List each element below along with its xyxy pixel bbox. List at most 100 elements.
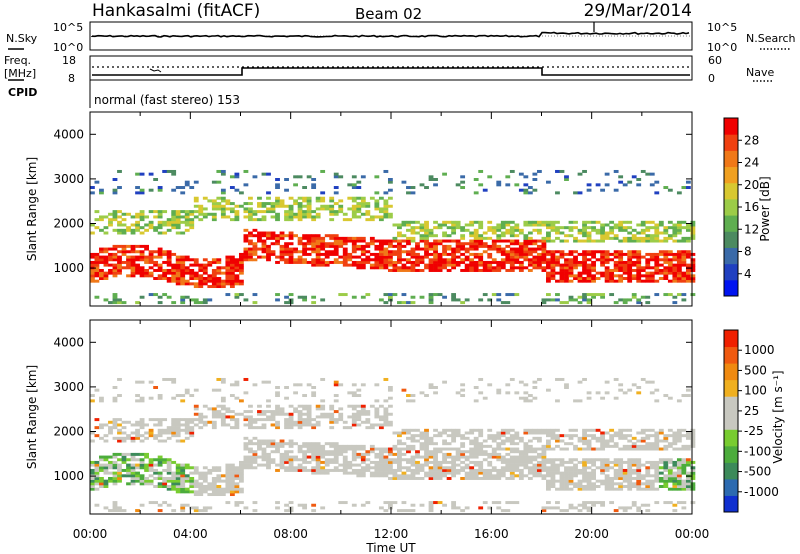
power-cell — [591, 228, 596, 232]
velocity-cell — [175, 490, 181, 494]
power-cell — [442, 252, 447, 256]
velocity-cell — [496, 452, 502, 456]
velocity-cell — [446, 460, 452, 464]
power-cell — [564, 263, 569, 267]
power-cell — [649, 172, 655, 176]
velocity-cell — [238, 460, 244, 464]
velocity-cell — [311, 447, 317, 451]
velocity-cell — [193, 418, 199, 422]
power-cell — [99, 218, 104, 222]
velocity-cell — [419, 466, 425, 470]
velocity-cell — [387, 463, 393, 467]
power-cell — [166, 260, 172, 264]
power-cell — [229, 258, 235, 262]
velocity-cell — [387, 458, 393, 462]
velocity-cell — [248, 442, 253, 446]
velocity-cell — [175, 466, 181, 470]
power-cell — [564, 226, 569, 230]
velocity-cell — [523, 383, 529, 387]
velocity-cell — [419, 503, 425, 507]
power-cell — [609, 228, 615, 232]
power-cell — [500, 226, 506, 230]
velocity-cell — [175, 468, 181, 472]
velocity-cell — [681, 460, 687, 464]
power-cell — [455, 183, 461, 187]
power-cell — [315, 252, 321, 256]
velocity-cell — [130, 479, 136, 483]
power-cell — [144, 228, 149, 232]
power-cell — [690, 263, 696, 267]
velocity-cell — [487, 476, 493, 480]
power-cell — [667, 258, 673, 262]
power-cell — [288, 204, 294, 208]
velocity-cell — [234, 501, 240, 505]
power-cell — [690, 268, 696, 272]
power-cell — [582, 228, 587, 232]
power-cell — [541, 252, 547, 256]
power-cell — [306, 242, 312, 246]
velocity-cell — [577, 439, 583, 443]
velocity-cell — [211, 482, 217, 486]
power-cell — [171, 263, 177, 267]
power-cell — [397, 231, 402, 235]
velocity-cell — [112, 501, 118, 505]
velocity-cell — [523, 396, 529, 400]
velocity-cell — [532, 386, 538, 389]
velocity-cell — [559, 460, 565, 464]
velocity-cell — [645, 479, 651, 483]
velocity-cell — [478, 471, 484, 475]
power-cell — [378, 250, 384, 254]
power-cell — [509, 242, 515, 246]
power-cell — [297, 295, 303, 299]
velocity-cell — [505, 383, 511, 387]
power-cell — [329, 260, 335, 264]
power-cell — [211, 282, 217, 286]
velocity-cell — [437, 474, 443, 478]
power-cell — [284, 301, 289, 305]
power-cell — [207, 274, 213, 278]
power-cell — [252, 175, 258, 179]
velocity-cell — [532, 474, 538, 478]
velocity-cell — [153, 485, 159, 488]
power-cell — [550, 226, 556, 230]
velocity-cell — [473, 474, 479, 478]
velocity-cell — [595, 458, 601, 462]
power-cell — [238, 252, 244, 256]
power-cell — [202, 215, 208, 219]
velocity-cell — [351, 444, 357, 448]
velocity-cell — [130, 468, 136, 472]
power-cell — [451, 260, 457, 264]
power-cell — [478, 234, 484, 238]
power-cell — [117, 255, 122, 259]
velocity-cell — [591, 503, 596, 507]
power-cell — [640, 279, 646, 283]
power-cell — [577, 301, 583, 305]
velocity-cell — [288, 442, 294, 446]
power-cell — [279, 231, 285, 235]
power-cell — [261, 172, 267, 176]
power-cell — [121, 218, 127, 222]
power-cell — [451, 223, 457, 227]
power-cell — [225, 202, 231, 206]
power-cell — [591, 295, 596, 299]
power-cell — [220, 279, 226, 283]
power-cell — [532, 258, 538, 262]
velocity-cell — [676, 439, 682, 443]
velocity-cell — [586, 396, 592, 400]
velocity-cell — [406, 431, 411, 435]
power-cell — [117, 220, 122, 224]
velocity-cell — [383, 450, 389, 454]
power-cell — [229, 207, 235, 211]
power-cell — [455, 263, 461, 267]
power-cell — [175, 231, 181, 235]
power-cell — [193, 277, 199, 280]
velocity-cell — [446, 447, 452, 451]
velocity-cell — [220, 493, 226, 497]
power-cell — [261, 244, 267, 248]
power-cell — [162, 260, 168, 264]
velocity-cell — [618, 468, 624, 472]
power-cell — [166, 220, 172, 224]
power-cell — [166, 263, 172, 267]
power-cell — [559, 277, 565, 280]
velocity-cell — [676, 501, 682, 505]
